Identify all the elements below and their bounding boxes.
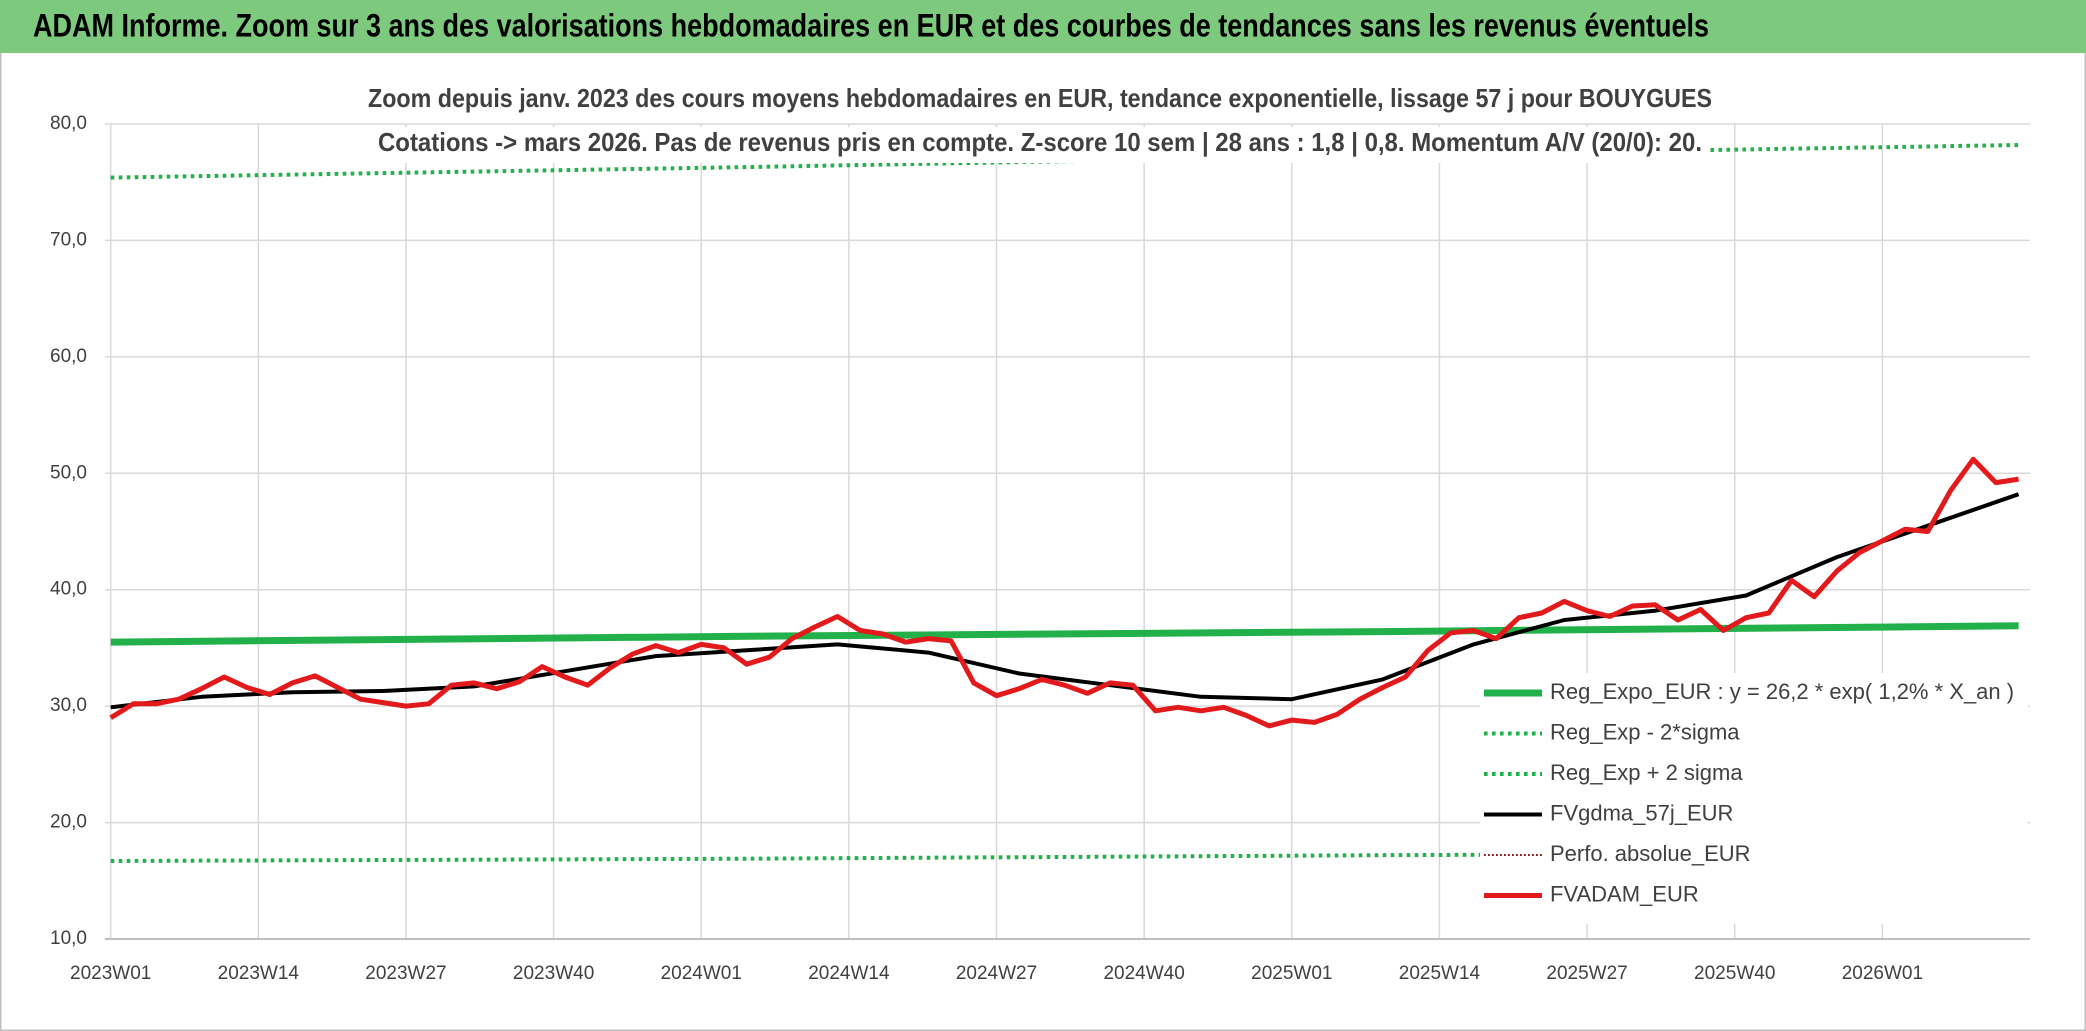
x-tick-label: 2025W27 — [1546, 963, 1627, 984]
y-tick-label: 50,0 — [50, 462, 87, 483]
x-tick-label: 2025W14 — [1399, 963, 1481, 984]
x-tick-label: 2023W01 — [70, 963, 151, 984]
series-line — [110, 622, 2019, 646]
header-bar — [0, 0, 2086, 53]
legend-label: Reg_Exp + 2 sigma — [1550, 760, 1743, 785]
x-tick-label: 2025W40 — [1694, 963, 1775, 984]
legend-label: Reg_Expo_EUR : y = 26,2 * exp( 1,2% * X_… — [1550, 679, 2014, 704]
x-tick-label: 2024W40 — [1103, 963, 1184, 984]
x-tick-label: 2024W27 — [956, 963, 1037, 984]
x-tick-label: 2024W14 — [808, 963, 890, 984]
legend-label: FVgdma_57j_EUR — [1550, 800, 1733, 825]
y-tick-label: 80,0 — [50, 113, 87, 134]
legend-label: Reg_Exp - 2*sigma — [1550, 719, 1740, 744]
chart-title: Zoom depuis janv. 2023 des cours moyens … — [368, 83, 1712, 113]
x-tick-label: 2024W01 — [661, 963, 742, 984]
header-title: ADAM Informe. Zoom sur 3 ans des valoris… — [33, 7, 1709, 43]
x-tick-label: 2023W27 — [365, 963, 446, 984]
legend-label: FVADAM_EUR — [1550, 881, 1699, 906]
series-line — [110, 492, 2020, 710]
legend-label: Perfo. absolue_EUR — [1550, 841, 1751, 866]
x-tick-label: 2023W14 — [218, 963, 300, 984]
x-tick-label: 2023W40 — [513, 963, 594, 984]
series-line — [109, 456, 2019, 729]
y-tick-label: 60,0 — [50, 346, 87, 367]
y-tick-label: 40,0 — [50, 579, 87, 600]
y-tick-label: 70,0 — [50, 229, 87, 250]
series-line — [110, 850, 2019, 863]
y-tick-label: 20,0 — [50, 812, 87, 833]
subtitle-background — [370, 127, 1710, 163]
chart-subtitle: Cotations -> mars 2026. Pas de revenus p… — [378, 127, 1702, 157]
x-tick-label: 2025W01 — [1251, 963, 1332, 984]
x-tick-label: 2026W01 — [1842, 963, 1923, 984]
y-tick-label: 30,0 — [50, 695, 87, 716]
y-tick-label: 10,0 — [50, 928, 87, 949]
legend-background — [1480, 673, 2028, 924]
